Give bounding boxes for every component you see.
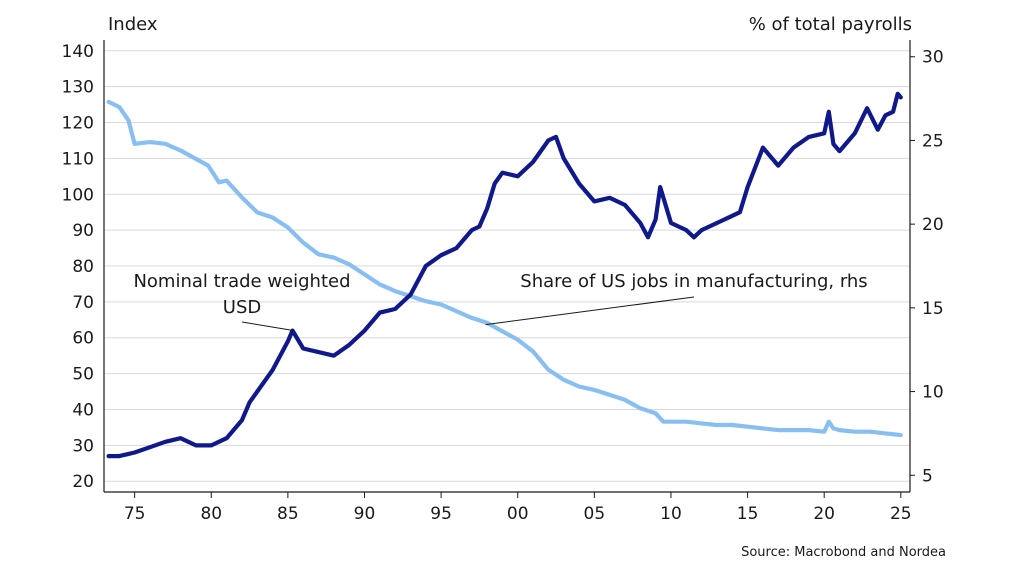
- annotation-pointer-usd: [241, 321, 295, 332]
- right-tick-label: 10: [922, 383, 944, 403]
- left-tick-label: 140: [62, 42, 94, 62]
- right-tick-label: 25: [922, 131, 944, 151]
- left-tick-label: 50: [72, 365, 94, 385]
- left-tick-label: 110: [62, 149, 94, 169]
- left-tick-label: 40: [72, 400, 94, 420]
- x-tick-label: 05: [584, 504, 606, 524]
- right-tick-label: 15: [922, 299, 944, 319]
- x-tick-label: 15: [737, 504, 759, 524]
- series-usd-line: [106, 91, 903, 459]
- left-tick-label: 100: [62, 185, 94, 205]
- x-tick-label: 25: [890, 504, 912, 524]
- x-tick-label: 00: [507, 504, 529, 524]
- annotation-usd-line1: Nominal trade weighted: [133, 271, 350, 292]
- left-tick-label: 120: [62, 114, 94, 134]
- x-tick-label: 90: [354, 504, 376, 524]
- axes: [103, 40, 911, 493]
- annotation-usd-line2: USD: [223, 297, 261, 318]
- x-tick-label: 10: [660, 504, 682, 524]
- right-axis-title: % of total payrolls: [749, 14, 912, 35]
- x-tick-label: 80: [200, 504, 222, 524]
- series-lines: [106, 91, 903, 459]
- left-tick-label: 30: [72, 436, 94, 456]
- left-tick-label: 20: [72, 472, 94, 492]
- left-tick-label: 90: [72, 221, 94, 241]
- grid-lines: [104, 50, 910, 482]
- annotation-pointer-manufacturing: [485, 296, 695, 326]
- annotations: Nominal trade weighted USD Share of US j…: [133, 271, 868, 332]
- right-tick-label: 20: [922, 215, 944, 235]
- left-tick-label: 70: [72, 293, 94, 313]
- right-tick-label: 30: [922, 48, 944, 68]
- x-tick-label: 95: [430, 504, 452, 524]
- source-note: Source: Macrobond and Nordea: [741, 545, 946, 560]
- series-manufacturing-line: [106, 99, 903, 438]
- x-tick-label: 20: [813, 504, 835, 524]
- right-tick-label: 5: [922, 466, 933, 486]
- left-tick-label: 60: [72, 329, 94, 349]
- tick-labels: 20 30 40 50 60 70 80 90 100 110 120 130 140 5 10 15 20 25…: [62, 42, 944, 524]
- x-tick-label: 75: [124, 504, 146, 524]
- annotation-manufacturing: Share of US jobs in manufacturing, rhs: [520, 271, 867, 292]
- left-axis-title: Index: [108, 14, 158, 35]
- x-tick-label: 85: [277, 504, 299, 524]
- left-tick-label: 80: [72, 257, 94, 277]
- left-tick-label: 130: [62, 78, 94, 98]
